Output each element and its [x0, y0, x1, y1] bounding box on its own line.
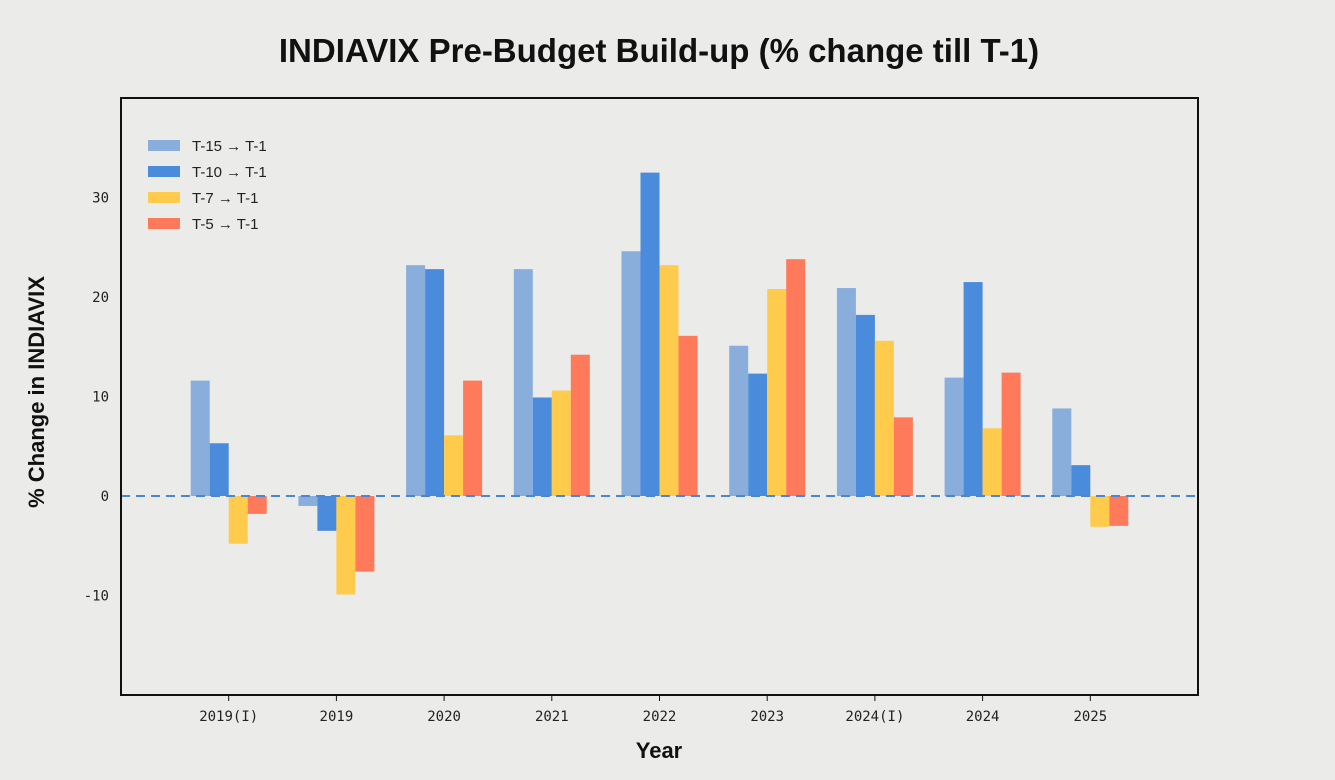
y-ticks: -10 0 10 20 30	[84, 191, 109, 605]
bar-2024(I)-s2	[874, 340, 894, 496]
bar-2021-s3	[570, 354, 590, 496]
legend-label: T-15 → T-1	[192, 138, 267, 155]
bar-2022-s0	[621, 251, 641, 496]
x-tick-label: 2024	[966, 709, 1000, 725]
bar-2024(I)-s0	[836, 288, 856, 496]
legend-label: T-5 → T-1	[192, 216, 258, 233]
bar-2025-s3	[1109, 496, 1129, 526]
legend-swatch	[148, 192, 180, 203]
legend-swatch	[148, 166, 180, 177]
bar-2024-s1	[963, 282, 983, 496]
bar-2022-s3	[678, 335, 698, 496]
legend-label: T-7 → T-1	[192, 190, 258, 207]
bar-2019(I)-s0	[190, 380, 210, 496]
bar-2023-s2	[767, 289, 787, 496]
x-ticks: 2019(I) 2019 2020 2021 2022 2023 2024(I) 2024 20…	[199, 695, 1107, 725]
bars-layer	[190, 172, 1129, 595]
x-tick-label: 2019(I)	[199, 709, 258, 725]
y-tick-label: 30	[92, 191, 109, 207]
bar-2019-s1	[317, 496, 337, 531]
bar-2022-s2	[659, 265, 679, 496]
bar-2023-s1	[748, 373, 768, 496]
legend-swatch	[148, 140, 180, 151]
x-tick-label: 2022	[643, 709, 677, 725]
bar-2025-s0	[1052, 408, 1072, 496]
y-tick-label: 20	[92, 290, 109, 306]
x-tick-label: 2025	[1073, 709, 1107, 725]
legend-swatch	[148, 218, 180, 229]
x-tick-label: 2024(I)	[845, 709, 904, 725]
bar-2019(I)-s3	[247, 496, 267, 514]
x-tick-label: 2019	[320, 709, 354, 725]
legend: T-15 → T-1 T-10 → T-1 T-7 → T-1 T-5 → T-1	[148, 138, 267, 233]
bar-2019(I)-s2	[228, 496, 248, 544]
legend-label: T-10 → T-1	[192, 164, 267, 181]
bar-2023-s0	[729, 345, 749, 496]
bar-2020-s1	[425, 269, 445, 496]
x-axis-label: Year	[636, 738, 683, 763]
bar-2019-s3	[355, 496, 375, 572]
y-tick-label: 0	[101, 489, 109, 505]
bar-2019-s2	[336, 496, 356, 595]
chart-title: INDIAVIX Pre-Budget Build-up (% change t…	[279, 32, 1039, 69]
bar-2024(I)-s1	[855, 314, 875, 496]
bar-2019(I)-s1	[209, 443, 229, 496]
bar-2025-s2	[1090, 496, 1110, 527]
bar-2024-s0	[944, 377, 964, 496]
bar-2020-s3	[463, 380, 483, 496]
x-tick-label: 2021	[535, 709, 569, 725]
bar-2020-s2	[444, 435, 464, 496]
bar-2022-s1	[640, 172, 660, 496]
x-tick-label: 2023	[750, 709, 784, 725]
bar-2021-s0	[513, 269, 533, 496]
bar-2025-s1	[1071, 465, 1091, 496]
bar-2024(I)-s3	[893, 417, 913, 496]
y-axis-label: % Change in INDIAVIX	[24, 276, 49, 508]
bar-2021-s1	[532, 397, 552, 496]
x-tick-label: 2020	[427, 709, 461, 725]
bar-2021-s2	[551, 390, 571, 496]
y-tick-label: -10	[84, 589, 109, 605]
y-tick-label: 10	[92, 390, 109, 406]
bar-2020-s0	[406, 265, 426, 496]
bar-2019-s0	[298, 496, 318, 506]
bar-2023-s3	[786, 259, 806, 496]
bar-2024-s2	[982, 428, 1002, 496]
bar-2024-s3	[1001, 372, 1021, 496]
